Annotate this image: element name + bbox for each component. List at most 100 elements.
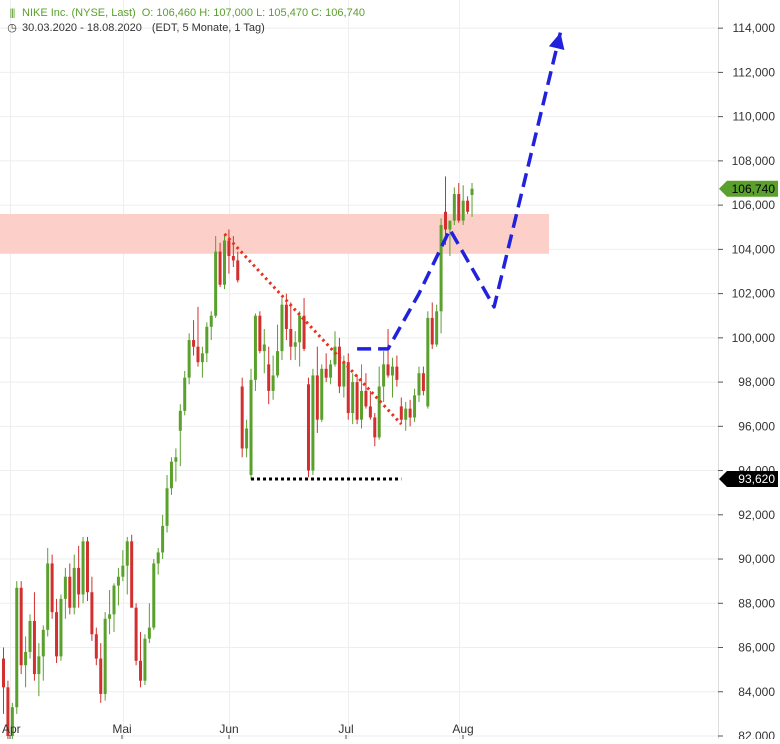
candle-body[interactable]	[178, 410, 182, 431]
candle-body[interactable]	[63, 576, 67, 599]
candle-body[interactable]	[390, 366, 394, 376]
candle-body[interactable]	[192, 340, 196, 347]
candle-body[interactable]	[90, 592, 94, 635]
candle-body[interactable]	[457, 194, 461, 221]
candle-body[interactable]	[37, 656, 41, 675]
candle-body[interactable]	[333, 346, 337, 365]
candle-body[interactable]	[77, 567, 81, 595]
candle-body[interactable]	[368, 406, 372, 418]
candle-body[interactable]	[262, 344, 266, 352]
candle-body[interactable]	[55, 612, 59, 657]
candle-body[interactable]	[298, 315, 302, 343]
candle-body[interactable]	[249, 379, 253, 475]
candle-body[interactable]	[271, 375, 275, 391]
candle-body[interactable]	[293, 342, 297, 347]
candle-body[interactable]	[236, 260, 240, 281]
candle-body[interactable]	[466, 200, 470, 212]
candle-body[interactable]	[32, 620, 36, 675]
candle-body[interactable]	[355, 382, 359, 420]
candle-body[interactable]	[421, 373, 425, 391]
candle-body[interactable]	[439, 225, 443, 312]
candle-body[interactable]	[276, 351, 280, 376]
candle-body[interactable]	[240, 386, 244, 449]
candle-body[interactable]	[267, 364, 271, 391]
candle-body[interactable]	[346, 362, 350, 414]
candle-body[interactable]	[112, 585, 116, 615]
candle-body[interactable]	[2, 658, 5, 688]
instrument-title[interactable]: NIKE Inc. (NYSE, Last)	[22, 7, 136, 19]
candle-body[interactable]	[426, 317, 430, 407]
candle-body[interactable]	[152, 563, 156, 628]
candle-body[interactable]	[161, 525, 165, 553]
candle-body[interactable]	[280, 304, 284, 352]
candle-body[interactable]	[10, 707, 14, 736]
candle-body[interactable]	[116, 576, 120, 586]
candle-body[interactable]	[289, 328, 293, 347]
candle-body[interactable]	[85, 541, 89, 593]
candle-body[interactable]	[196, 346, 200, 363]
candle-body[interactable]	[156, 552, 160, 564]
candle-body[interactable]	[209, 315, 213, 327]
candle-body[interactable]	[448, 220, 452, 230]
candle-body[interactable]	[404, 408, 408, 420]
candle-body[interactable]	[245, 428, 249, 449]
candle-body[interactable]	[50, 563, 54, 613]
candle-body[interactable]	[377, 386, 381, 438]
candle-body[interactable]	[461, 200, 465, 221]
candle-body[interactable]	[223, 240, 226, 285]
candle-body[interactable]	[324, 368, 328, 378]
candle-body[interactable]	[28, 620, 32, 652]
candle-body[interactable]	[205, 326, 209, 354]
candle-body[interactable]	[470, 188, 474, 195]
candle-body[interactable]	[364, 390, 368, 407]
candle-body[interactable]	[320, 368, 324, 420]
candle-body[interactable]	[408, 408, 412, 418]
candlestick-icon[interactable]: |||	[9, 8, 16, 19]
candle-body[interactable]	[258, 315, 262, 352]
candle-body[interactable]	[360, 390, 364, 420]
candle-body[interactable]	[72, 567, 76, 608]
candle-body[interactable]	[125, 541, 129, 566]
candle-body[interactable]	[121, 565, 125, 577]
candle-body[interactable]	[417, 373, 421, 396]
candle-body[interactable]	[59, 598, 63, 657]
candle-body[interactable]	[165, 488, 169, 526]
clock-icon[interactable]: ◷	[7, 22, 17, 34]
candle-body[interactable]	[284, 304, 288, 329]
candle-body[interactable]	[81, 541, 85, 595]
candle-body[interactable]	[41, 629, 45, 657]
candle-body[interactable]	[46, 563, 50, 630]
candle-body[interactable]	[351, 382, 355, 414]
candle-body[interactable]	[214, 251, 218, 316]
candle-body[interactable]	[435, 311, 439, 345]
candle-body[interactable]	[143, 638, 147, 681]
candle-body[interactable]	[187, 340, 191, 378]
candle-body[interactable]	[395, 366, 399, 380]
candle-body[interactable]	[399, 406, 403, 420]
candle-body[interactable]	[382, 364, 386, 387]
candle-body[interactable]	[134, 607, 138, 661]
candle-body[interactable]	[342, 362, 346, 387]
candle-body[interactable]	[169, 461, 173, 489]
candle-body[interactable]	[444, 211, 447, 230]
candle-body[interactable]	[6, 687, 10, 736]
candle-body[interactable]	[130, 541, 134, 608]
candle-body[interactable]	[311, 375, 315, 471]
candle-body[interactable]	[430, 317, 434, 345]
downtrend-line[interactable]	[223, 232, 403, 426]
candle-body[interactable]	[147, 627, 151, 639]
candle-body[interactable]	[15, 587, 19, 708]
candle-body[interactable]	[231, 255, 235, 261]
candle-body[interactable]	[108, 614, 112, 619]
candle-body[interactable]	[139, 660, 143, 681]
candle-body[interactable]	[373, 417, 377, 438]
candle-body[interactable]	[337, 346, 341, 387]
candle-body[interactable]	[68, 576, 72, 608]
candle-body[interactable]	[200, 353, 204, 363]
candle-body[interactable]	[413, 395, 417, 418]
projection-path[interactable]	[357, 32, 563, 351]
candle-body[interactable]	[386, 364, 390, 376]
candle-body[interactable]	[24, 651, 28, 666]
